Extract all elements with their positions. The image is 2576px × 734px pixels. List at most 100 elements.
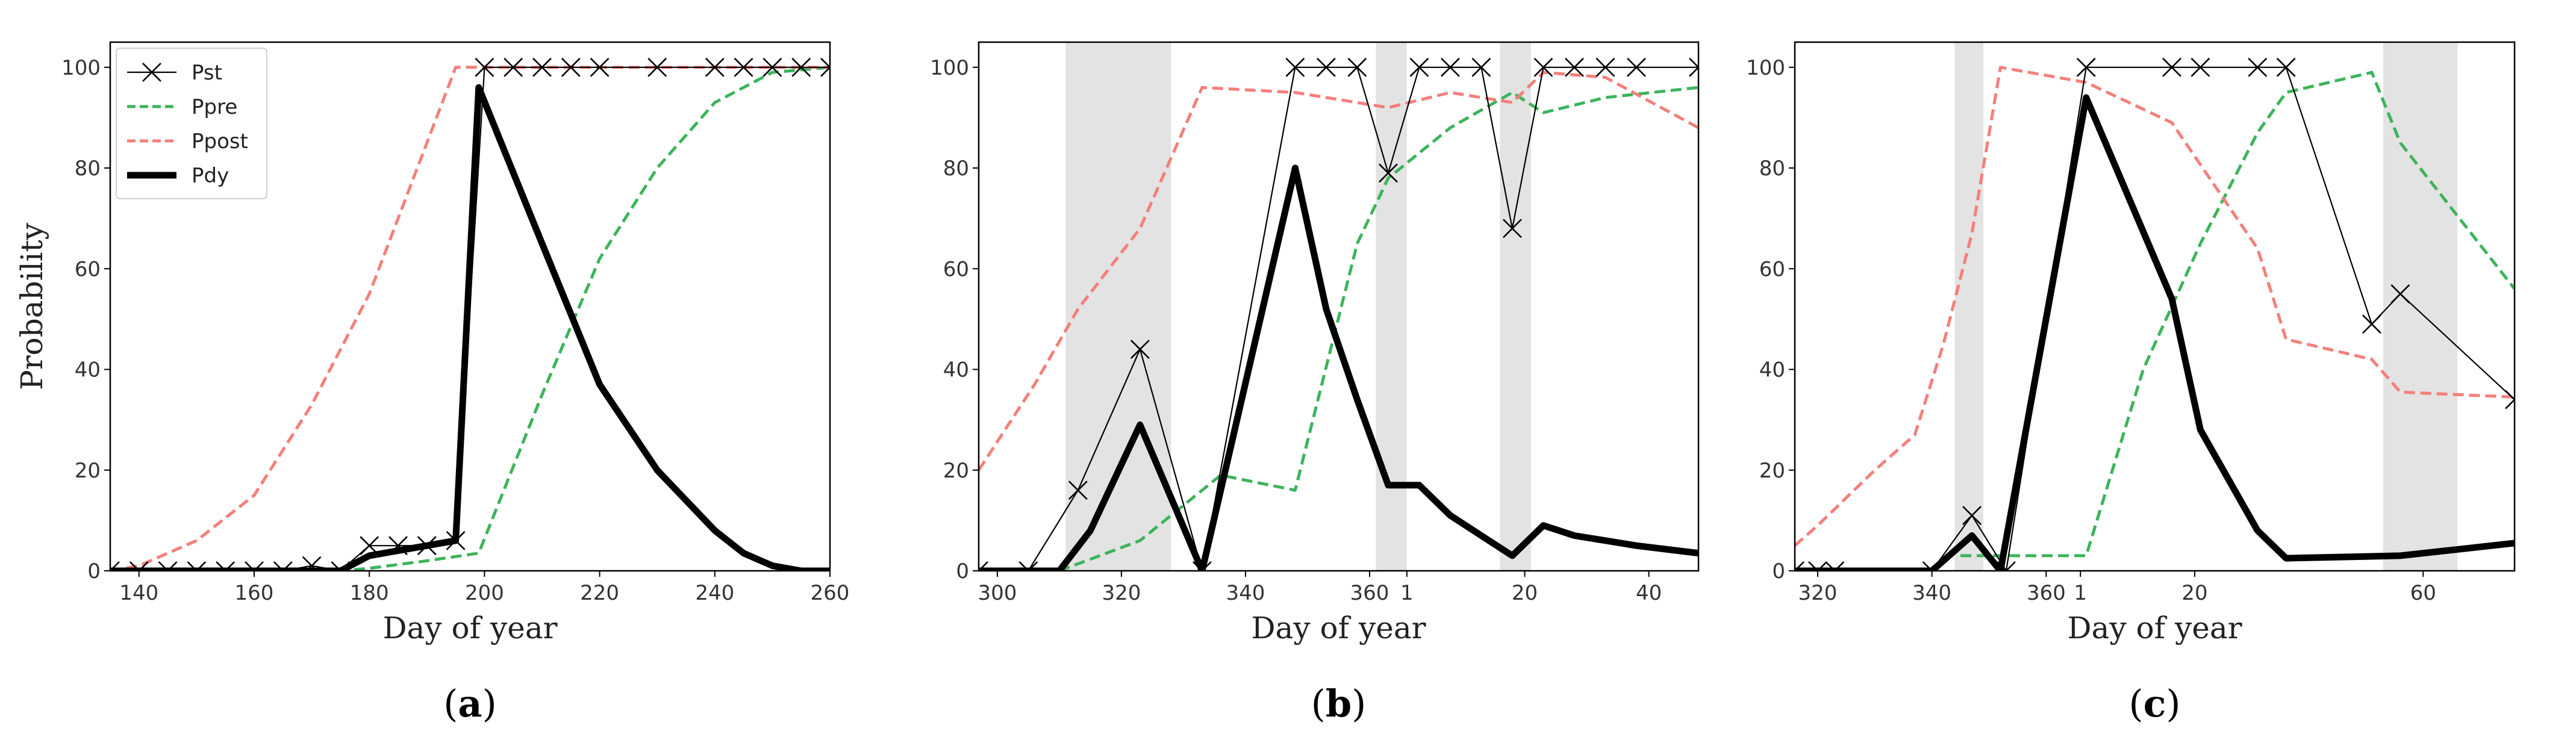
series-marker-pst-9 — [2248, 57, 2268, 77]
y-tick-label-4: 80 — [75, 157, 101, 181]
series-marker-pst-10 — [2276, 57, 2296, 77]
y-tick-label-2: 40 — [75, 358, 101, 382]
shaded-region-1 — [1376, 42, 1407, 571]
plot-area — [979, 57, 1698, 571]
y-tick-label-4: 80 — [943, 157, 969, 181]
series-marker-pst-6 — [1316, 57, 1336, 77]
series-line-pdy — [1795, 94, 2515, 571]
x-tick-label-5: 20 — [1512, 581, 1538, 605]
y-tick-label-2: 40 — [943, 358, 969, 382]
series-marker-pst-13 — [475, 57, 494, 77]
series-marker-pst-23 — [820, 57, 830, 77]
series-line-pdy — [979, 164, 1698, 571]
x-tick-label-2: 360 — [2027, 581, 2066, 605]
series-marker-pst-15 — [532, 57, 552, 77]
series-marker-pst-4 — [1962, 506, 1982, 525]
legend-label-pst: Pst — [192, 61, 222, 85]
x-tick-label-0: 140 — [119, 581, 158, 605]
shaded-region-1 — [2383, 42, 2458, 571]
series-marker-pst-5 — [1285, 57, 1305, 77]
x-tick-label-6: 40 — [1636, 581, 1662, 605]
y-tick-label-5: 100 — [930, 56, 969, 80]
series-marker-pst-3 — [1130, 340, 1150, 359]
series-marker-pst-0 — [979, 561, 988, 571]
series-marker-pst-5 — [245, 561, 264, 571]
series-marker-pst-19 — [705, 57, 725, 77]
chart-panel-b: 300 320 340 360 1 20 40 0 20 40 60 80 100 Day of year… — [930, 41, 1700, 726]
legend-label-ppost: Ppost — [192, 129, 248, 154]
panel-label: (c) — [2128, 682, 2180, 726]
y-axis-label: Probability — [14, 222, 49, 390]
x-tick-label-5: 60 — [2410, 581, 2436, 605]
y-tick-label-0: 0 — [1772, 559, 1785, 583]
series-marker-pst-16 — [1627, 57, 1646, 77]
x-axis-label: Day of year — [1251, 611, 1426, 645]
series-marker-pst-3 — [187, 561, 207, 571]
plot-area — [110, 57, 830, 571]
series-marker-pst-11 — [2362, 314, 2381, 334]
legend-label-pdy: Pdy — [192, 164, 229, 188]
series-marker-pst-0 — [110, 561, 120, 571]
series-marker-pst-16 — [561, 57, 581, 77]
x-tick-label-1: 320 — [1102, 581, 1141, 605]
x-tick-label-3: 1 — [2074, 581, 2087, 605]
series-line-ppre — [1960, 70, 2515, 558]
series-line-ppost — [110, 66, 830, 571]
series-marker-pst-2 — [1825, 561, 1845, 571]
series-marker-pst-7 — [1347, 57, 1367, 77]
series-line-pst — [979, 66, 1698, 571]
x-tick-label-2: 340 — [1226, 581, 1265, 605]
series-line-ppre — [1059, 86, 1698, 571]
y-tick-label-5: 100 — [1746, 56, 1785, 80]
x-tick-label-5: 240 — [695, 581, 734, 605]
y-tick-label-0: 0 — [87, 559, 101, 583]
series-marker-pst-20 — [734, 57, 753, 77]
panel-label: (b) — [1311, 682, 1367, 726]
series-marker-pst-10 — [1441, 57, 1460, 77]
x-tick-label-3: 360 — [1350, 581, 1389, 605]
x-axis-label: Day of year — [382, 611, 557, 645]
x-tick-label-0: 300 — [978, 581, 1017, 605]
legend: Pst Ppre Ppost Pdy — [116, 48, 267, 199]
series-marker-pst-7 — [2162, 57, 2181, 77]
series-marker-pst-2 — [158, 561, 178, 571]
series-marker-pst-14 — [1565, 57, 1584, 77]
axes-frame — [109, 41, 831, 572]
series-line-pst — [1795, 66, 2515, 571]
x-tick-label-1: 160 — [235, 581, 274, 605]
series-marker-pst-22 — [791, 57, 811, 77]
legend-marker-pst — [142, 63, 161, 82]
series-marker-pst-11 — [1471, 57, 1491, 77]
series-marker-pst-12 — [1503, 219, 1522, 238]
series-marker-pst-14 — [504, 57, 523, 77]
series-marker-pst-8 — [2191, 57, 2210, 77]
axes-frame — [978, 41, 1700, 572]
axes-frame — [1794, 41, 2516, 572]
panel-label-letter: b — [1326, 682, 1352, 726]
shaded-region-0 — [1065, 42, 1171, 571]
y-tick-label-1: 20 — [943, 459, 969, 483]
series-line-pdy — [110, 84, 830, 571]
x-tick-label-2: 180 — [350, 581, 389, 605]
series-marker-pst-1 — [1808, 561, 1827, 571]
shaded-region-0 — [1954, 42, 1983, 571]
plot-area — [1795, 57, 2515, 571]
series-marker-pst-2 — [1068, 481, 1088, 500]
y-tick-label-5: 100 — [61, 56, 101, 80]
series-marker-pst-17 — [1689, 57, 1698, 77]
series-marker-pst-8 — [1378, 163, 1398, 183]
y-tick-label-0: 0 — [956, 559, 969, 583]
y-tick-label-3: 60 — [75, 257, 101, 281]
x-tick-label-3: 200 — [465, 581, 504, 605]
legend-label-ppre: Ppre — [192, 95, 237, 119]
series-marker-pst-6 — [273, 561, 293, 571]
y-tick-label-3: 60 — [943, 257, 969, 281]
x-axis-label: Day of year — [2067, 611, 2242, 645]
series-line-ppost — [1795, 66, 2515, 547]
series-marker-pst-15 — [1595, 57, 1615, 77]
panel-label-letter: c — [2144, 682, 2166, 726]
series-marker-pst-0 — [1795, 561, 1804, 571]
series-line-ppost — [979, 70, 1698, 471]
